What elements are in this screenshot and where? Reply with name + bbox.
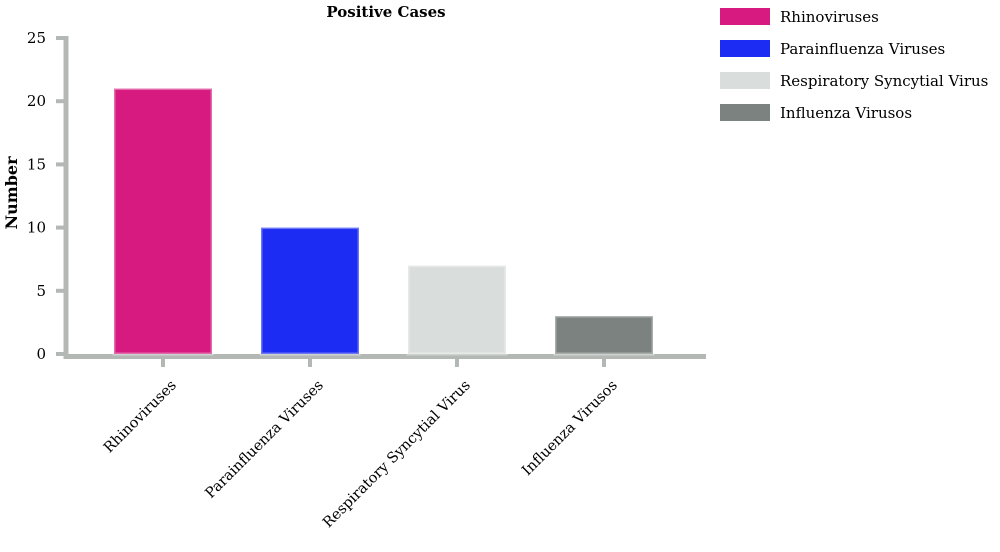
y-axis-label: Number (2, 156, 21, 230)
y-ticks: 0 5 10 15 20 25 (27, 29, 66, 363)
legend-swatch (720, 104, 770, 121)
x-tick-mark (161, 359, 165, 367)
y-tick-mark (56, 352, 66, 356)
legend-label: Rhinoviruses (780, 8, 879, 26)
legend-swatch (720, 72, 770, 89)
y-axis-line (63, 36, 69, 356)
y-tick-mark (56, 36, 66, 40)
axes (63, 36, 706, 359)
x-tick-label: Respiratory Syncytial Virus (320, 378, 474, 532)
y-tick-mark (56, 99, 66, 104)
legend: Rhinoviruses Parainfluenza Viruses Respira… (720, 8, 988, 122)
x-tick-mark (308, 359, 312, 367)
bar (259, 226, 361, 356)
x-tick-mark (602, 359, 606, 367)
legend-swatch (720, 8, 770, 25)
y-tick-label: 0 (36, 345, 46, 363)
legend-label: Parainfluenza Viruses (780, 40, 945, 58)
legend-swatch (720, 40, 770, 57)
y-tick-mark (56, 288, 66, 293)
x-axis-line (63, 354, 706, 359)
y-tick-label: 5 (36, 282, 46, 300)
x-tick-labels: Rhinoviruses Parainfluenza VirusesRespira… (101, 359, 621, 531)
y-tick-label: 20 (27, 92, 46, 110)
bars (112, 87, 655, 356)
legend-label: Respiratory Syncytial Virus (780, 72, 988, 90)
y-tick-label: 15 (27, 155, 46, 173)
y-tick-mark (56, 225, 66, 230)
x-tick-mark (455, 359, 459, 367)
bar (112, 87, 214, 356)
x-tick-label: Parainfluenza Viruses (203, 378, 327, 502)
y-tick-label: 10 (27, 219, 46, 237)
bar (406, 264, 508, 356)
bar (553, 314, 655, 356)
x-tick-label: Rhinoviruses (101, 378, 180, 457)
x-tick-label: Influenza Virusos (519, 378, 621, 480)
y-tick-mark (56, 162, 66, 167)
legend-label: Influenza Virusos (780, 104, 912, 122)
y-tick-label: 25 (27, 29, 46, 47)
chart-title: Positive Cases (326, 3, 445, 21)
